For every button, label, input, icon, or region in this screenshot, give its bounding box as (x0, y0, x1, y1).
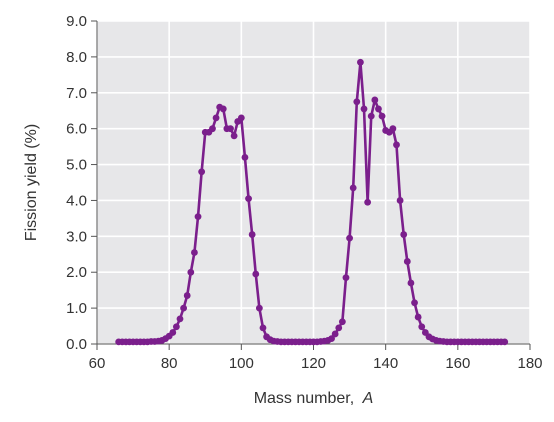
data-point (393, 141, 400, 149)
data-point (353, 98, 361, 106)
x-axis-title-italic: A (362, 390, 374, 407)
data-point (176, 315, 184, 323)
data-point (367, 112, 375, 120)
data-point (172, 323, 180, 331)
data-point (248, 231, 256, 238)
data-point (400, 231, 408, 238)
data-point (371, 96, 379, 104)
data-point (342, 274, 350, 282)
data-point (180, 304, 188, 312)
data-point (403, 258, 411, 265)
data-point (259, 324, 267, 332)
y-tick-label: 2.0 (66, 264, 87, 281)
data-point (212, 114, 220, 122)
data-point (378, 112, 386, 120)
x-tick-label: 100 (229, 355, 254, 372)
data-point (389, 125, 397, 133)
y-tick-label: 8.0 (66, 49, 87, 66)
data-point (338, 318, 346, 326)
data-point (237, 114, 245, 122)
data-point (418, 323, 426, 331)
data-point (411, 299, 418, 307)
data-point (328, 335, 335, 343)
y-tick-label: 9.0 (66, 13, 87, 30)
data-point (241, 153, 249, 161)
y-axis-ticks: 0.0 1.0 2.0 3.0 4.0 5.0 6.0 7.0 8.0 9.0 (66, 13, 97, 353)
data-point (501, 338, 509, 346)
data-point (407, 279, 415, 287)
y-tick-label: 5.0 (66, 157, 87, 174)
data-point (346, 234, 353, 242)
data-point (414, 313, 422, 321)
x-axis-ticks: 60 80 100 120 140 160 180 (89, 344, 543, 372)
data-point (396, 197, 404, 204)
data-points (115, 58, 509, 346)
data-point (357, 58, 364, 66)
x-tick-label: 80 (161, 355, 178, 372)
data-point (360, 105, 368, 113)
data-point (255, 304, 263, 312)
y-axis-title: Fission yield (%) (23, 124, 40, 241)
x-axis-title-text: Mass number, (254, 390, 354, 407)
y-tick-label: 0.0 (66, 336, 87, 353)
data-point (219, 105, 227, 113)
data-point (169, 329, 177, 336)
data-point (331, 330, 339, 338)
data-point (230, 132, 238, 140)
x-tick-label: 140 (373, 355, 398, 372)
y-tick-label: 4.0 (66, 192, 87, 209)
x-axis-title: Mass number, A (254, 390, 374, 407)
data-point (183, 292, 191, 299)
data-point (349, 184, 357, 192)
x-tick-label: 60 (89, 355, 106, 372)
data-point (375, 105, 382, 113)
y-tick-label: 1.0 (66, 300, 87, 317)
x-tick-label: 160 (445, 355, 470, 372)
data-point (191, 249, 198, 256)
data-point (335, 324, 343, 332)
data-point (209, 125, 216, 133)
data-point (187, 268, 195, 276)
data-point (227, 125, 234, 133)
data-point (198, 168, 206, 176)
y-tick-label: 7.0 (66, 85, 87, 102)
y-tick-label: 3.0 (66, 228, 87, 245)
y-tick-label: 6.0 (66, 121, 87, 138)
x-tick-label: 180 (517, 355, 542, 372)
x-tick-label: 120 (301, 355, 326, 372)
data-point (194, 213, 202, 220)
data-point (364, 198, 372, 206)
data-point (252, 270, 260, 278)
data-point (245, 195, 252, 203)
